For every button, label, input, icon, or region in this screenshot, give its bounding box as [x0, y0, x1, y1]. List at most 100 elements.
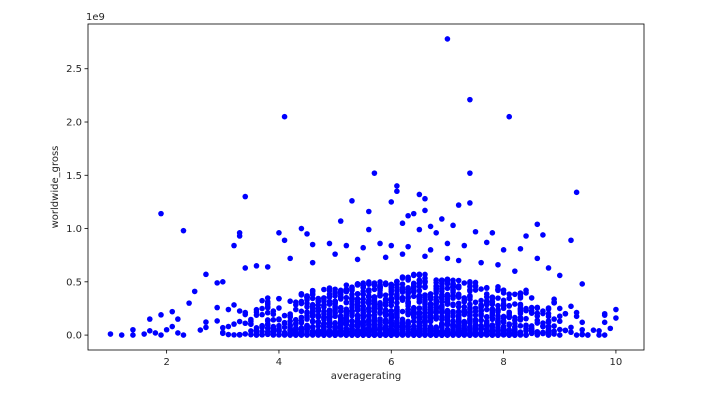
data-point-bulk [506, 303, 513, 309]
data-point-bulk [478, 313, 484, 319]
data-point [523, 233, 529, 239]
data-point-bulk [394, 293, 400, 300]
data-point-bulk [478, 330, 484, 337]
data-point-bulk [259, 297, 265, 304]
data-point-bulk [197, 327, 204, 333]
data-point-bulk [377, 284, 383, 291]
data-point [556, 272, 563, 279]
data-point-bulk [450, 331, 456, 337]
data-point [416, 226, 423, 233]
data-point [596, 332, 602, 338]
data-point-bulk [455, 319, 462, 326]
data-point-bulk [382, 307, 389, 313]
data-point-bulk [309, 323, 316, 330]
data-point-bulk [315, 312, 322, 318]
data-point-bulk [472, 330, 479, 337]
data-point [472, 228, 479, 235]
data-point-bulk [545, 324, 552, 331]
data-point-bulk [354, 296, 361, 302]
data-point-bulk [450, 323, 456, 330]
data-point-bulk [388, 331, 395, 337]
data-point [231, 242, 237, 249]
data-point-bulk [422, 307, 428, 313]
data-point-bulk [478, 286, 484, 292]
data-point-bulk [377, 301, 383, 307]
data-point-bulk [512, 301, 518, 307]
data-point-bulk [483, 291, 490, 297]
data-point [253, 263, 260, 269]
data-point [281, 237, 288, 244]
data-point-bulk [534, 331, 541, 338]
data-point-bulk [388, 315, 395, 322]
data-point-bulk [450, 295, 456, 301]
data-point-bulk [388, 286, 395, 293]
data-point-bulk [349, 326, 355, 333]
data-point-bulk [332, 289, 338, 296]
data-point-bulk [416, 277, 423, 283]
y-tick-label: 2.0 [66, 118, 82, 129]
data-point-bulk [214, 318, 220, 324]
data-point-bulk [467, 293, 473, 300]
data-point [478, 259, 484, 266]
data-point-bulk [214, 304, 220, 311]
data-point-bulk [545, 310, 552, 317]
data-point-bulk [556, 305, 563, 312]
data-point [377, 240, 383, 247]
data-point-bulk [500, 287, 507, 293]
data-point-bulk [354, 319, 361, 325]
data-point-bulk [551, 323, 557, 329]
data-point-bulk [545, 319, 552, 326]
data-point-bulk [506, 310, 513, 316]
data-point-bulk [590, 327, 597, 333]
data-point-bulk [264, 309, 271, 316]
data-point [579, 319, 586, 326]
data-point [461, 242, 468, 249]
data-point-bulk [450, 302, 456, 309]
data-point-bulk [433, 279, 440, 286]
data-point-bulk [394, 311, 400, 317]
data-point [467, 170, 473, 176]
data-point-bulk [523, 327, 529, 334]
data-point-bulk [405, 286, 411, 293]
data-point-bulk [444, 276, 451, 283]
data-point [175, 330, 181, 336]
data-point-bulk [517, 316, 524, 323]
data-point [371, 170, 378, 176]
data-point-bulk [489, 310, 496, 316]
data-point-bulk [276, 328, 282, 334]
data-point-bulk [551, 331, 557, 337]
data-point-bulk [382, 327, 389, 333]
data-point-bulk [236, 318, 243, 325]
data-point-bulk [439, 330, 445, 337]
data-point [332, 251, 338, 257]
data-point [180, 227, 187, 234]
data-point-bulk [545, 306, 552, 312]
data-point-bulk [270, 317, 277, 323]
data-point-bulk [337, 288, 344, 294]
data-point [158, 210, 164, 217]
data-point-bulk [377, 293, 383, 299]
data-point [219, 279, 226, 285]
data-point-bulk [489, 332, 496, 338]
data-point [180, 332, 187, 338]
data-point-bulk [371, 301, 378, 308]
data-point-bulk [450, 313, 456, 319]
data-point [534, 255, 541, 262]
data-point-bulk [512, 291, 518, 298]
data-point-bulk [545, 330, 552, 337]
data-point-bulk [556, 313, 563, 320]
data-point-bulk [517, 301, 524, 308]
x-tick-label: 4 [276, 357, 282, 368]
data-point-bulk [405, 301, 411, 307]
data-point [169, 308, 176, 315]
data-point [130, 326, 136, 333]
data-point-bulk [467, 313, 473, 319]
data-point-bulk [416, 305, 423, 312]
data-point [483, 239, 490, 246]
data-point-bulk [371, 280, 378, 286]
data-point-bulk [500, 313, 507, 320]
data-point-bulk [422, 299, 428, 306]
data-point-bulk [394, 281, 400, 288]
data-point-bulk [332, 301, 338, 307]
data-point-bulk [315, 319, 322, 326]
